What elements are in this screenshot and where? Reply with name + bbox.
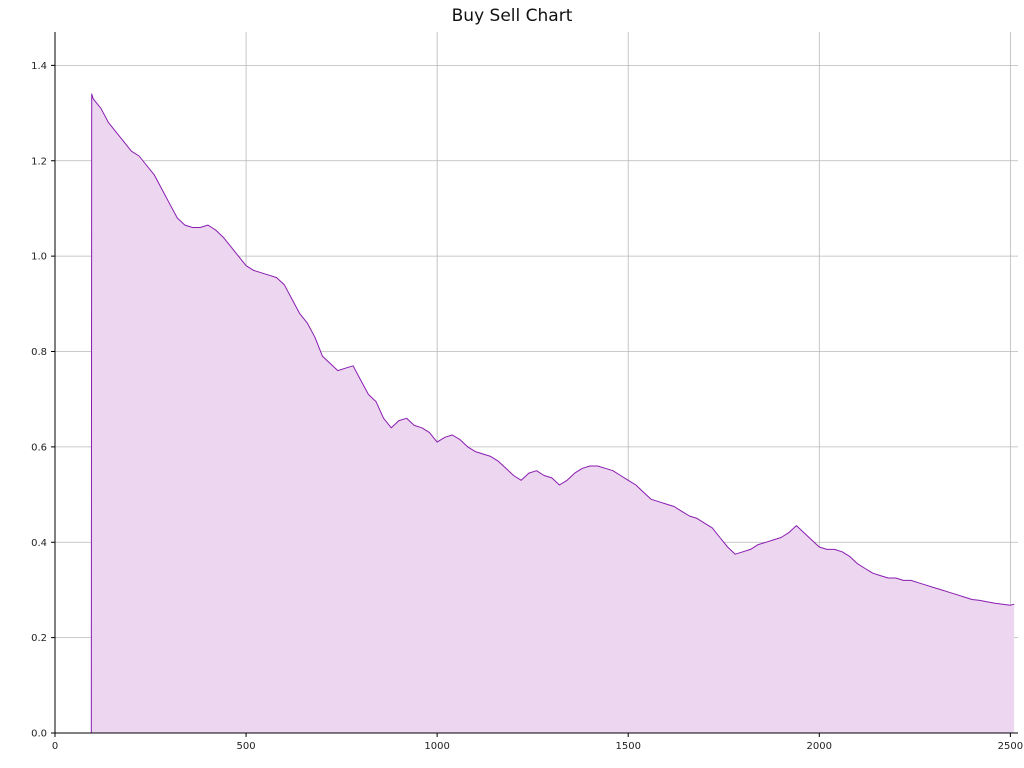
axes [51, 32, 1018, 737]
x-tick-label: 1500 [615, 741, 640, 752]
area-series [55, 93, 1015, 734]
series-line [55, 93, 1015, 734]
chart-title: Buy Sell Chart [451, 6, 573, 26]
y-tick-label: 1.4 [31, 61, 47, 72]
area-fill [55, 94, 1015, 733]
x-tick-label: 500 [237, 741, 256, 752]
tick-labels: 0 500 1000 1500 2000 2500 0.0 0.2 0.4 0.6 0.8 1.0 1.… [31, 61, 1023, 752]
y-tick-label: 1.0 [31, 252, 47, 263]
y-tick-label: 0.6 [31, 442, 47, 453]
x-tick-label: 2000 [807, 741, 832, 752]
x-tick-label: 0 [52, 741, 58, 752]
y-tick-label: 0.4 [31, 538, 47, 549]
x-tick-label: 1000 [424, 741, 449, 752]
y-tick-label: 0.8 [31, 347, 47, 358]
y-tick-label: 1.2 [31, 156, 47, 167]
x-tick-label: 2500 [998, 741, 1023, 752]
y-tick-label: 0.2 [31, 633, 47, 644]
y-tick-label: 0.0 [31, 729, 47, 740]
